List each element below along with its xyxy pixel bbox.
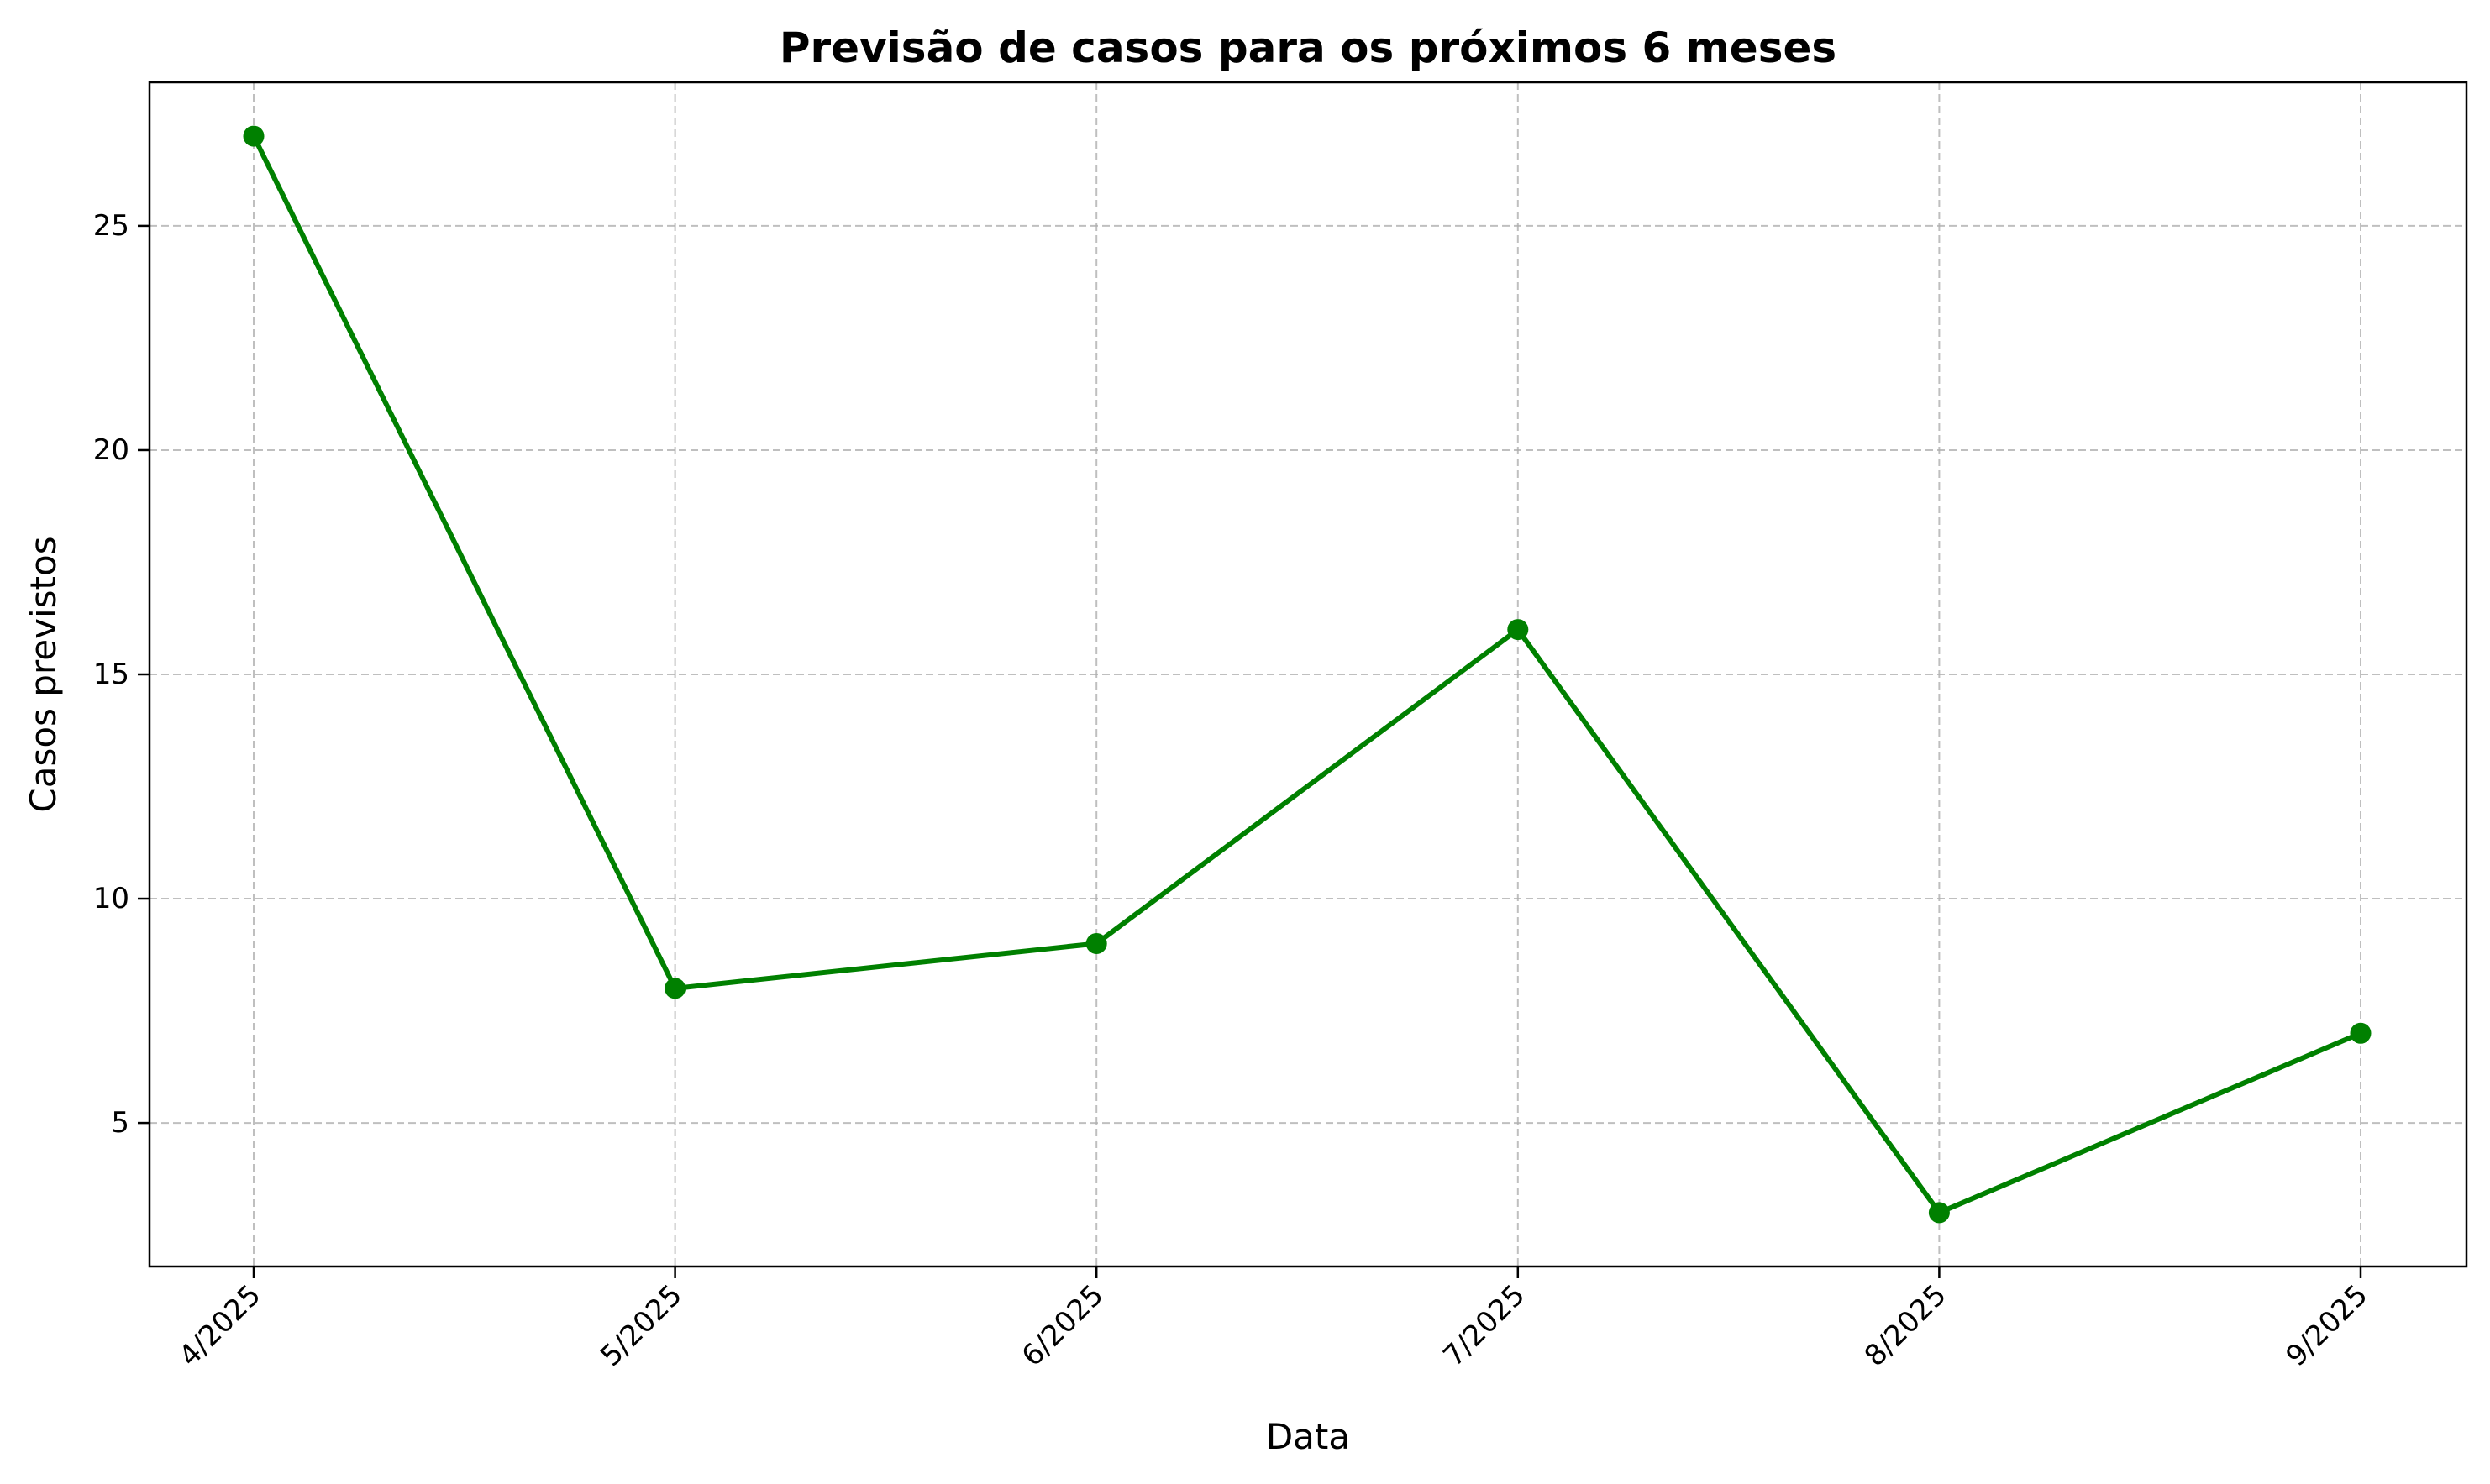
data-point	[2350, 1022, 2372, 1044]
y-tick-label: 10	[93, 882, 129, 915]
data-point	[1928, 1202, 1950, 1224]
data-point	[1507, 619, 1529, 641]
x-axis-label: Data	[1266, 1416, 1350, 1457]
series-line	[251, 134, 2363, 1215]
series	[243, 125, 2372, 1224]
data-point	[243, 125, 265, 147]
y-tick-label: 25	[93, 209, 129, 243]
y-tick-label: 15	[93, 658, 129, 691]
y-axis-label: Casos previstos	[23, 536, 64, 812]
grid	[150, 82, 2466, 1266]
y-tick-label: 20	[93, 433, 129, 467]
plot-area-frame	[148, 81, 2468, 1268]
data-point	[1085, 932, 1107, 954]
data-point	[665, 978, 686, 999]
y-tick-label: 5	[111, 1106, 129, 1140]
chart-title: Previsão de casos para os próximos 6 mes…	[780, 24, 1836, 72]
